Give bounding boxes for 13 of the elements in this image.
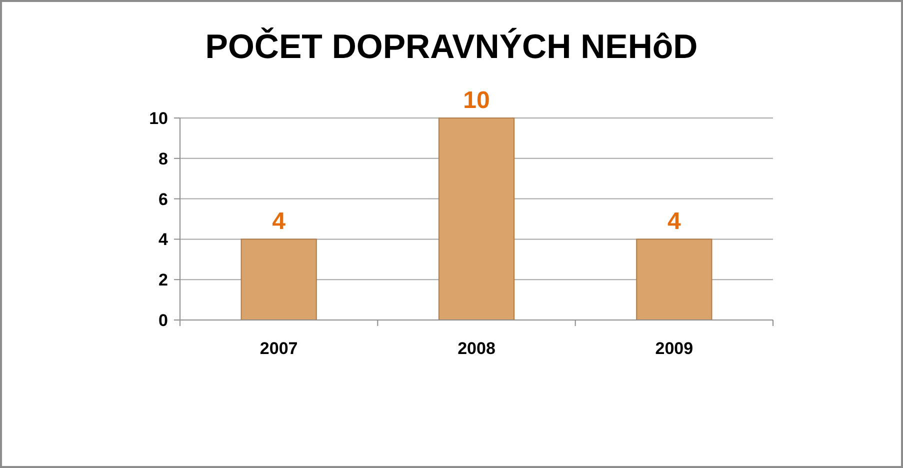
data-label: 4 (667, 208, 682, 236)
y-tick-label: 2 (158, 270, 168, 290)
y-tick-label: 4 (158, 230, 169, 250)
data-label: 4 (272, 208, 286, 236)
chart-title: POČET DOPRAVNÝCH NEHôD (205, 27, 698, 66)
y-tick-label: 6 (158, 190, 168, 209)
x-tick-label: 2008 (458, 339, 496, 358)
y-tick-label: 8 (158, 149, 168, 168)
x-tick-label: 2007 (260, 339, 298, 358)
y-tick-label: 0 (158, 310, 168, 330)
data-label: 10 (463, 87, 490, 114)
y-tick-label: 10 (149, 108, 168, 128)
x-tick-label: 2009 (655, 339, 694, 358)
